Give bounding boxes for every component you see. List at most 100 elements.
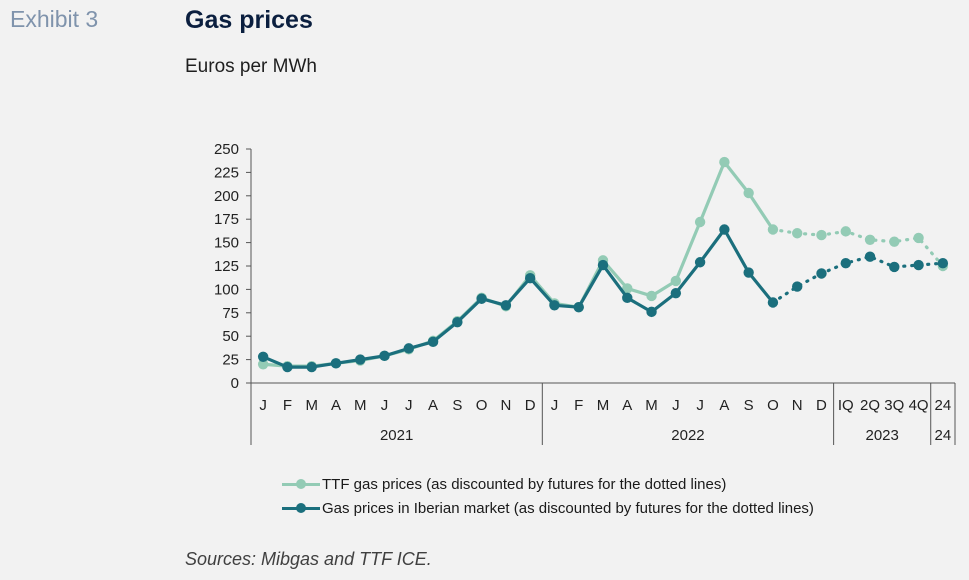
x-tick-label: J [405, 397, 413, 414]
x-tick-label: S [452, 397, 462, 414]
data-point-iberian [524, 272, 536, 284]
data-point-ttf [719, 156, 730, 168]
chart-title: Gas prices [185, 6, 313, 34]
group-label: 2022 [671, 427, 704, 444]
x-tick-label: A [331, 397, 341, 414]
exhibit-label: Exhibit 3 [10, 6, 99, 32]
y-tick-label: 250 [214, 141, 239, 158]
y-tick-label: 175 [214, 211, 239, 228]
data-point-ttf [816, 229, 827, 241]
data-point-iberian [792, 281, 803, 292]
data-point-iberian [403, 343, 414, 354]
x-tick-label: M [645, 397, 658, 414]
data-point-ttf [840, 226, 851, 237]
x-tick-label: 3Q [884, 397, 904, 414]
x-tick-label: A [428, 397, 438, 414]
y-tick-label: 225 [214, 164, 239, 181]
source-note: Sources: Mibgas and TTF ICE. [185, 549, 432, 569]
x-tick-label: M [305, 397, 318, 414]
x-tick-label: N [792, 397, 803, 414]
data-point-iberian [427, 336, 439, 348]
data-point-ttf [767, 224, 779, 235]
data-point-iberian [597, 259, 609, 271]
x-tick-label: O [767, 397, 779, 414]
x-tick-label: F [283, 397, 292, 414]
group-label: 2021 [380, 427, 413, 444]
x-tick-label: J [551, 397, 559, 414]
data-point-ttf [646, 290, 657, 302]
x-tick-label: J [696, 397, 704, 414]
data-point-ttf [622, 283, 633, 294]
y-tick-label: 75 [222, 305, 239, 322]
legend-item-iberian: Gas prices in Iberian market (as discoun… [282, 496, 814, 520]
data-point-iberian [257, 351, 269, 362]
data-point-iberian [452, 316, 463, 328]
y-tick-label: 125 [214, 258, 239, 275]
x-tick-label: 2Q [860, 397, 880, 414]
data-point-ttf [889, 236, 900, 247]
y-tick-label: 200 [214, 188, 239, 205]
legend-label-ttf: TTF gas prices (as discounted by futures… [322, 475, 727, 493]
x-tick-label: S [744, 397, 754, 414]
x-tick-label: J [381, 397, 389, 414]
x-tick-label: D [525, 397, 536, 414]
data-point-iberian [330, 358, 342, 369]
data-point-iberian [476, 293, 487, 304]
x-tick-label: N [500, 397, 511, 414]
chart-subtitle: Euros per MWh [185, 56, 317, 77]
data-point-iberian [913, 259, 924, 271]
x-tick-label: D [816, 397, 827, 414]
x-tick-label: IQ [838, 397, 854, 414]
data-point-iberian [573, 301, 584, 313]
data-point-iberian [379, 350, 390, 362]
data-point-ttf [864, 234, 876, 245]
legend-swatch-iberian [282, 501, 320, 515]
group-label: 24 [935, 427, 952, 444]
data-point-iberian [889, 261, 900, 273]
data-point-iberian [306, 361, 317, 373]
x-tick-label: M [597, 397, 610, 414]
legend-item-ttf: TTF gas prices (as discounted by futures… [282, 472, 814, 496]
x-tick-label: 4Q [909, 397, 929, 414]
data-point-ttf [257, 359, 269, 370]
y-tick-label: 0 [231, 375, 239, 392]
x-tick-label: J [259, 397, 267, 414]
data-point-iberian [282, 361, 293, 373]
x-tick-label: 24 [935, 397, 952, 414]
data-point-ttf [743, 187, 754, 199]
data-point-iberian [816, 268, 827, 279]
x-tick-label: F [574, 397, 583, 414]
data-point-iberian [500, 300, 512, 311]
x-tick-label: J [672, 397, 680, 414]
data-point-iberian [743, 267, 754, 278]
data-point-iberian [767, 297, 779, 308]
x-tick-label: O [476, 397, 488, 414]
y-tick-label: 100 [214, 281, 239, 298]
data-point-iberian [864, 251, 876, 262]
data-point-iberian [549, 300, 560, 311]
data-point-iberian [840, 257, 851, 269]
data-point-ttf [694, 216, 706, 228]
legend-label-iberian: Gas prices in Iberian market (as discoun… [322, 499, 814, 517]
x-tick-label: A [622, 397, 632, 414]
legend: TTF gas prices (as discounted by futures… [282, 472, 814, 520]
y-tick-label: 25 [222, 352, 239, 369]
series-line-iberian [262, 227, 775, 369]
x-tick-label: M [354, 397, 367, 414]
data-point-iberian [355, 354, 366, 365]
data-point-iberian [622, 292, 633, 304]
data-point-iberian [646, 306, 657, 318]
data-point-ttf [670, 275, 682, 287]
data-point-iberian [719, 224, 730, 235]
y-tick-label: 150 [214, 235, 239, 252]
y-tick-label: 50 [222, 328, 239, 345]
data-point-iberian [670, 287, 682, 299]
data-point-iberian [937, 257, 949, 269]
group-label: 2023 [865, 427, 898, 444]
data-point-ttf [792, 228, 803, 239]
data-point-iberian [694, 257, 706, 268]
x-tick-label: A [719, 397, 729, 414]
data-point-ttf [913, 232, 924, 244]
legend-swatch-ttf [282, 477, 320, 491]
